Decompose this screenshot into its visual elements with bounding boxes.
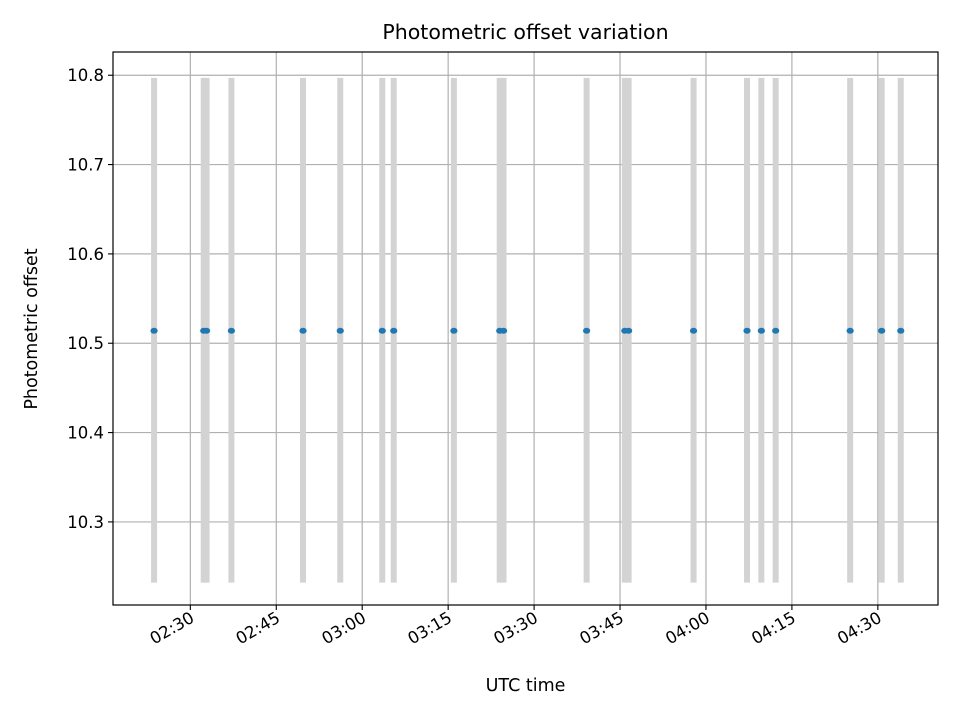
y-tick-label: 10.3 [67,513,104,532]
data-point [625,327,633,334]
y-tick-label: 10.4 [67,424,104,443]
data-point [772,327,780,334]
tick-layer [108,74,879,610]
x-axis-label: UTC time [486,676,566,696]
chart-title: Photometric offset variation [382,20,668,44]
data-point [846,327,854,334]
data-point [583,327,591,334]
plot-frame [112,51,939,606]
data-point [689,327,698,334]
data-point [390,327,398,334]
data-point [202,327,211,334]
y-tick-label: 10.6 [67,245,104,264]
data-point [878,327,886,334]
y-tick-label: 10.7 [67,156,104,175]
data-point [450,327,458,334]
y-axis-label: Photometric offset [22,248,42,409]
grid-layer [113,52,938,605]
data-point [150,327,158,334]
y-tick-label: 10.8 [67,66,104,85]
marker-layer [150,327,905,334]
y-tick-label: 10.5 [67,334,104,353]
data-point [336,327,344,334]
data-point [743,327,751,334]
plot-background [113,52,938,605]
y-tick-label-layer: 10.3 10.4 10.5 10.6 10.7 10.8 [67,66,104,532]
data-point [757,327,765,334]
data-point [897,327,905,334]
data-point [499,327,508,334]
data-point [378,327,386,334]
data-point [299,327,307,334]
data-point [227,327,236,334]
